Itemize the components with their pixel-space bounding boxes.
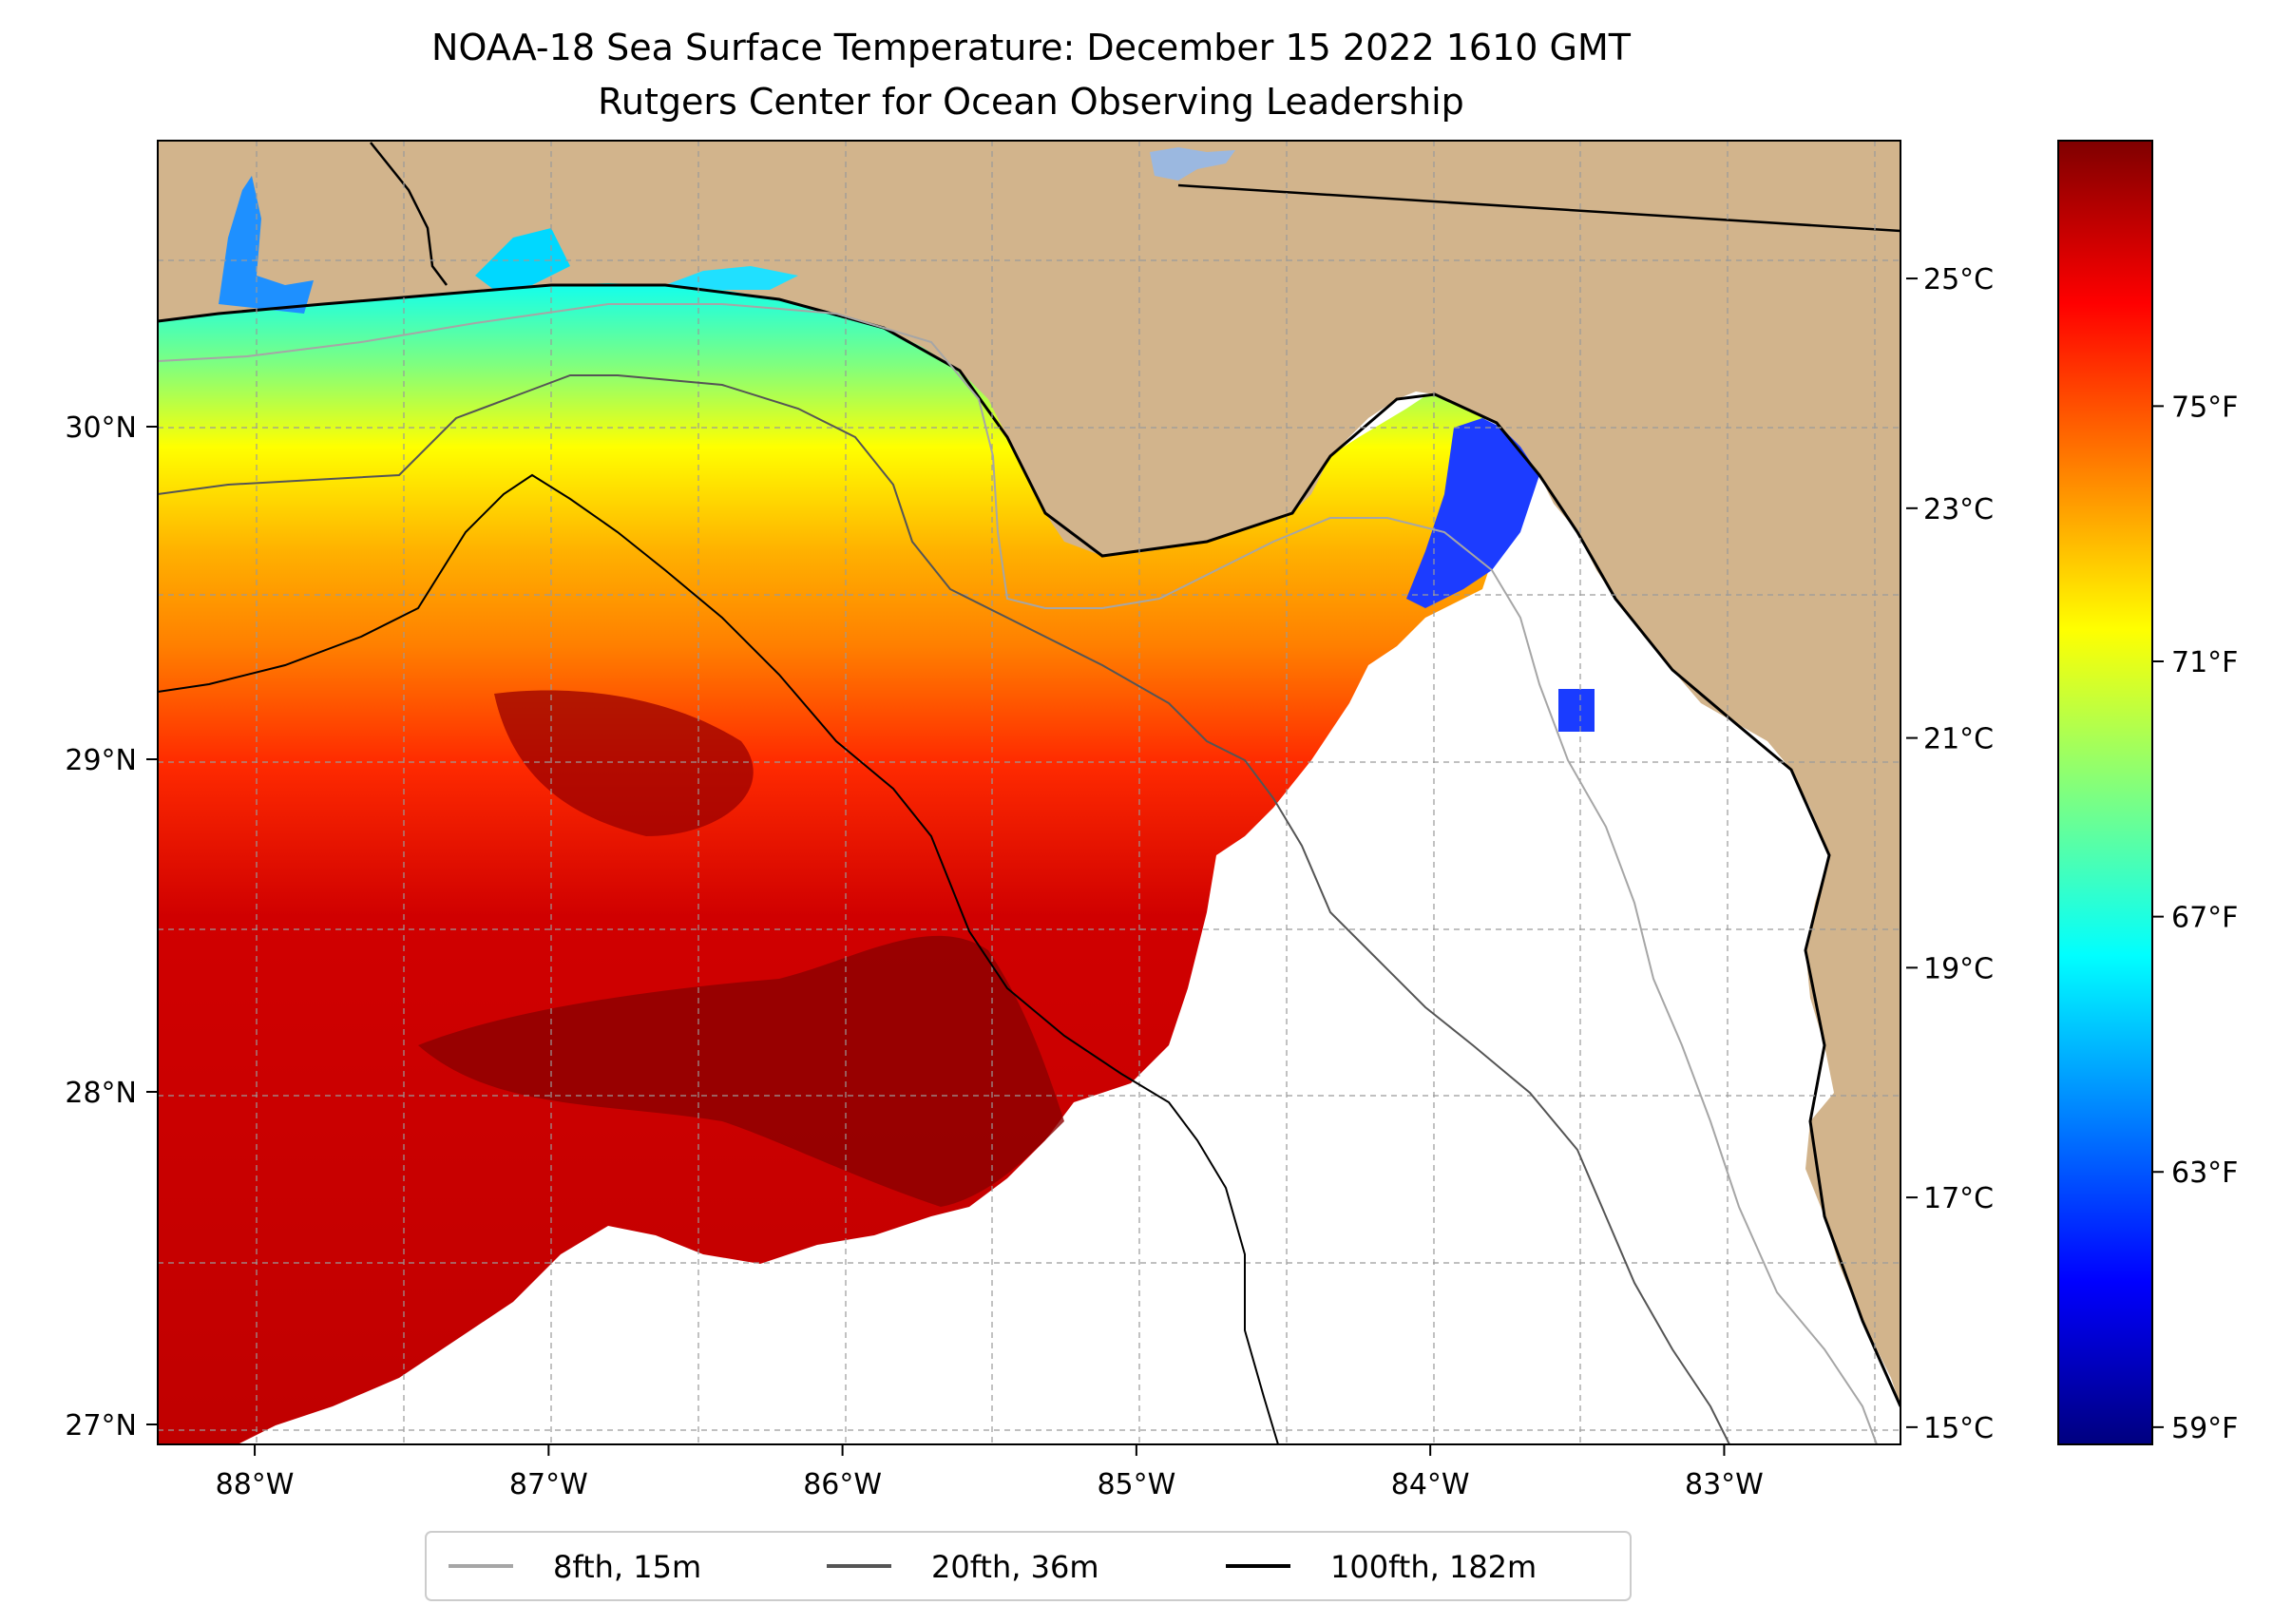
colorbar-gradient [2057, 140, 2153, 1445]
inland-lake [1150, 147, 1235, 181]
lat-tick-label: 27°N [65, 1409, 137, 1442]
coastline [158, 283, 1900, 1407]
lon-tick-group: 88°W 87°W 86°W 85°W 84°W 83°W [216, 1444, 1764, 1501]
gridlines [158, 141, 1900, 1444]
lon-tick-label: 86°W [803, 1468, 882, 1501]
sst-cold-patch [1558, 689, 1595, 732]
land [158, 141, 1900, 1406]
lat-tick-label: 30°N [65, 411, 137, 445]
fahrenheit-tick-label: 75°F [2171, 391, 2238, 424]
coastal-sound-east [665, 266, 798, 290]
sst-warm-patch [494, 690, 754, 836]
lat-tick-label: 29°N [65, 744, 137, 777]
legend: 8fth, 15m 20fth, 36m 100fth, 182m [425, 1531, 1632, 1601]
sst-field [158, 271, 1501, 1444]
celsius-tick-label: 23°C [1923, 493, 1994, 526]
celsius-tick-label: 25°C [1923, 263, 1994, 296]
celsius-tick-label: 17°C [1923, 1182, 1994, 1215]
fahrenheit-tick-label: 67°F [2171, 902, 2238, 935]
colorbar-celsius-ticks: 25°C 23°C 21°C 19°C 17°C 15°C [1906, 263, 1994, 1445]
fahrenheit-tick-label: 59°F [2171, 1412, 2238, 1445]
isobath-20fth [158, 374, 1730, 1444]
lon-tick-label: 87°W [509, 1468, 588, 1501]
lat-tick-label: 28°N [65, 1077, 137, 1110]
fahrenheit-tick-label: 71°F [2171, 646, 2238, 679]
colorbar: 25°C 23°C 21°C 19°C 17°C 15°C 75°F 71°F 67°F 63°… [1906, 140, 2238, 1445]
title-line-1: NOAA-18 Sea Surface Temperature: Decembe… [431, 27, 1632, 68]
legend-items: 8fth, 15m 20fth, 36m 100fth, 182m [449, 1549, 1537, 1585]
colorbar-fahrenheit-ticks: 75°F 71°F 67°F 63°F 59°F [2152, 391, 2238, 1445]
state-border-west [370, 142, 448, 286]
legend-item-label: 8fth, 15m [553, 1549, 701, 1585]
fahrenheit-tick-label: 63°F [2171, 1156, 2238, 1190]
celsius-tick-label: 19°C [1923, 952, 1994, 985]
map-frame [157, 140, 1901, 1445]
isobath-100fth [158, 473, 1279, 1444]
state-border [1177, 183, 1900, 233]
legend-box [425, 1531, 1632, 1601]
legend-item-label: 100fth, 182m [1330, 1549, 1537, 1585]
title-line-2: Rutgers Center for Ocean Observing Leade… [598, 81, 1464, 123]
lon-tick-label: 88°W [216, 1468, 295, 1501]
lat-tick-group: 30°N 29°N 28°N 27°N [65, 411, 158, 1442]
coastal-sound [475, 228, 570, 290]
lon-tick-label: 84°W [1391, 1468, 1470, 1501]
sst-cold-plume [1406, 418, 1539, 608]
celsius-tick-label: 15°C [1923, 1412, 1994, 1445]
legend-item-label: 20fth, 36m [931, 1549, 1098, 1585]
map-panel [158, 141, 1900, 1444]
coastal-bay [219, 176, 314, 314]
celsius-tick-label: 21°C [1923, 723, 1994, 756]
isobath-8fth [158, 303, 1878, 1444]
lon-tick-label: 85°W [1097, 1468, 1175, 1501]
sst-warm-core [418, 935, 1064, 1207]
lon-tick-label: 83°W [1685, 1468, 1764, 1501]
